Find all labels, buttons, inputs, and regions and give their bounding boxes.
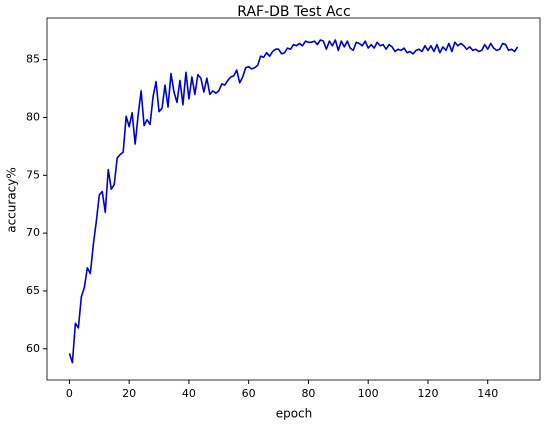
y-tick-label: 85	[26, 53, 40, 66]
x-tick-label: 100	[358, 387, 379, 400]
x-tick-label: 140	[477, 387, 498, 400]
x-tick-label: 0	[66, 387, 73, 400]
y-tick-label: 70	[26, 226, 40, 239]
x-tick-label: 40	[182, 387, 196, 400]
y-tick-label: 75	[26, 168, 40, 181]
chart-title: RAF-DB Test Acc	[237, 4, 350, 20]
y-axis-label: accuracy%	[5, 167, 19, 233]
x-tick-label: 120	[417, 387, 438, 400]
x-axis-label: epoch	[276, 407, 313, 421]
y-tick-label: 60	[26, 342, 40, 355]
data-line	[68, 39, 519, 364]
y-tick-label: 80	[26, 110, 40, 123]
x-tick-label: 60	[242, 387, 256, 400]
x-tick-label: 20	[122, 387, 136, 400]
plot-frame	[46, 17, 541, 381]
y-tick-label: 65	[26, 284, 40, 297]
x-tick-label: 80	[301, 387, 315, 400]
